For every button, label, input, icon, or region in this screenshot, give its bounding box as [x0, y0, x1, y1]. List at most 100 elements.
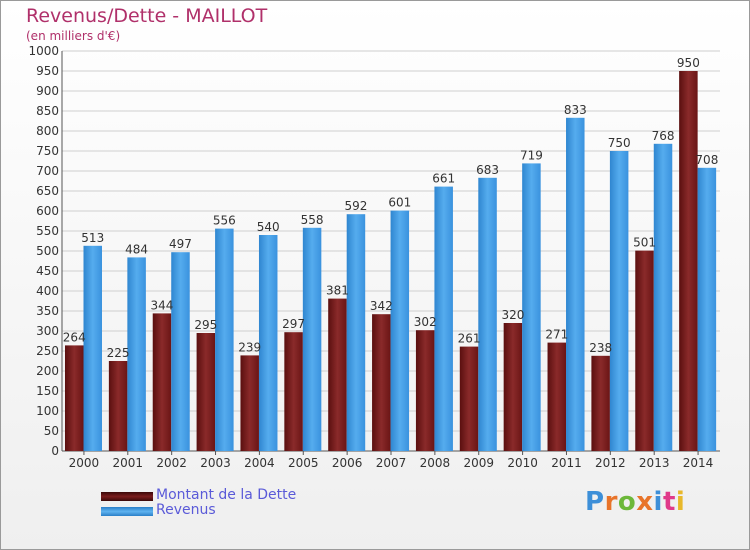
y-tick-label: 400 [36, 284, 59, 298]
bar-revenue [434, 186, 453, 451]
x-tick-label: 2011 [551, 456, 582, 470]
bar-debt [459, 346, 479, 451]
chart-subtitle: (en milliers d'€) [26, 29, 121, 43]
data-label-debt: 501 [633, 236, 656, 250]
x-tick-label: 2008 [420, 456, 451, 470]
bar-revenue [83, 245, 102, 451]
bar-debt [65, 345, 84, 451]
bar-revenue [653, 143, 673, 452]
x-tick-label: 2009 [463, 456, 494, 470]
bar-debt [547, 342, 567, 451]
data-label-revenue: 558 [301, 213, 324, 227]
data-label-revenue: 661 [432, 172, 455, 186]
data-label-debt: 225 [107, 346, 130, 360]
data-label-revenue: 750 [608, 136, 631, 150]
logo-letter: i [675, 487, 686, 517]
x-tick-label: 2014 [683, 456, 714, 470]
y-tick-label: 650 [36, 184, 59, 198]
bar-debt [152, 313, 172, 451]
x-tick-label: 2002 [156, 456, 187, 470]
bar-revenue [215, 228, 234, 451]
data-label-debt: 302 [414, 315, 437, 329]
data-label-debt: 239 [238, 340, 261, 354]
logo-letter: r [604, 487, 618, 517]
data-label-revenue: 719 [520, 148, 543, 162]
x-tick-label: 2010 [507, 456, 538, 470]
x-tick-label: 2005 [288, 456, 319, 470]
bar-revenue [697, 167, 717, 452]
bars [65, 71, 717, 452]
x-tick-label: 2012 [595, 456, 626, 470]
bar-debt [503, 323, 523, 451]
y-tick-label: 100 [36, 404, 59, 418]
bar-debt [591, 355, 610, 451]
bar-debt [679, 71, 698, 451]
y-tick-label: 800 [36, 124, 59, 138]
bar-revenue [302, 227, 322, 451]
bar-debt [196, 333, 216, 451]
x-tick-label: 2004 [244, 456, 275, 470]
bar-debt [328, 298, 347, 451]
y-tick-label: 500 [36, 244, 59, 258]
x-tick-label: 2003 [200, 456, 231, 470]
data-label-revenue: 484 [125, 242, 148, 256]
chart-title: Revenus/Dette - MAILLOT [26, 5, 268, 27]
logo-letter: P [585, 487, 605, 517]
data-label-revenue: 601 [388, 196, 411, 210]
bar-debt [635, 250, 654, 451]
bar-revenue [609, 151, 629, 451]
data-label-revenue: 540 [257, 220, 280, 234]
logo-letter: i [653, 487, 663, 517]
y-tick-label: 900 [36, 84, 59, 98]
data-label-revenue: 513 [81, 231, 104, 245]
y-tick-label: 250 [36, 344, 59, 358]
logo-letter: o [617, 487, 637, 517]
x-tick-label: 2000 [69, 456, 100, 470]
data-label-revenue: 768 [652, 129, 675, 143]
logo-letter: x [636, 487, 654, 517]
bar-debt [240, 355, 259, 451]
x-tick-label: 2007 [376, 456, 407, 470]
data-label-revenue: 708 [695, 153, 718, 167]
bar-revenue [346, 214, 366, 451]
bar-debt [284, 332, 303, 451]
y-tick-label: 300 [36, 324, 59, 338]
bar-revenue [127, 257, 146, 451]
y-tick-label: 350 [36, 304, 59, 318]
x-tick-label: 2013 [639, 456, 670, 470]
x-tick-label: 2001 [113, 456, 144, 470]
data-label-revenue: 683 [476, 163, 499, 177]
data-label-debt: 381 [326, 284, 349, 298]
data-label-debt: 261 [458, 332, 481, 346]
y-tick-label: 0 [51, 444, 59, 458]
data-label-revenue: 556 [213, 214, 236, 228]
data-label-debt: 264 [63, 330, 86, 344]
axes: 0 50 100 150 200 250 300 350 400 450 500 550 600 650 7… [28, 44, 720, 470]
y-tick-label: 150 [36, 384, 59, 398]
y-tick-label: 200 [36, 364, 59, 378]
bar-debt [415, 330, 435, 451]
proxiti-logo: Proxiti [585, 487, 685, 517]
data-label-revenue: 833 [564, 103, 587, 117]
legend-swatch-debt [101, 492, 153, 501]
bar-revenue [566, 117, 585, 452]
y-tick-label: 850 [36, 104, 59, 118]
data-labels: 264 513 225 484 344 497 295 556 239 540 297 558 381 5… [63, 56, 719, 360]
data-label-debt: 238 [589, 341, 612, 355]
data-label-revenue: 497 [169, 237, 192, 251]
logo-letter: t [662, 487, 676, 517]
data-label-debt: 342 [370, 299, 393, 313]
y-tick-label: 550 [36, 224, 59, 238]
bar-revenue [171, 252, 190, 451]
data-label-debt: 297 [282, 317, 305, 331]
legend-label-debt: Montant de la Dette [156, 487, 297, 503]
data-label-debt: 344 [151, 298, 174, 312]
bar-revenue [478, 177, 497, 452]
legend-label-revenue: Revenus [156, 502, 216, 518]
x-tick-label: 2006 [332, 456, 363, 470]
legend-swatch-revenue [101, 507, 153, 516]
y-tick-label: 50 [44, 424, 59, 438]
bar-revenue [522, 163, 541, 451]
